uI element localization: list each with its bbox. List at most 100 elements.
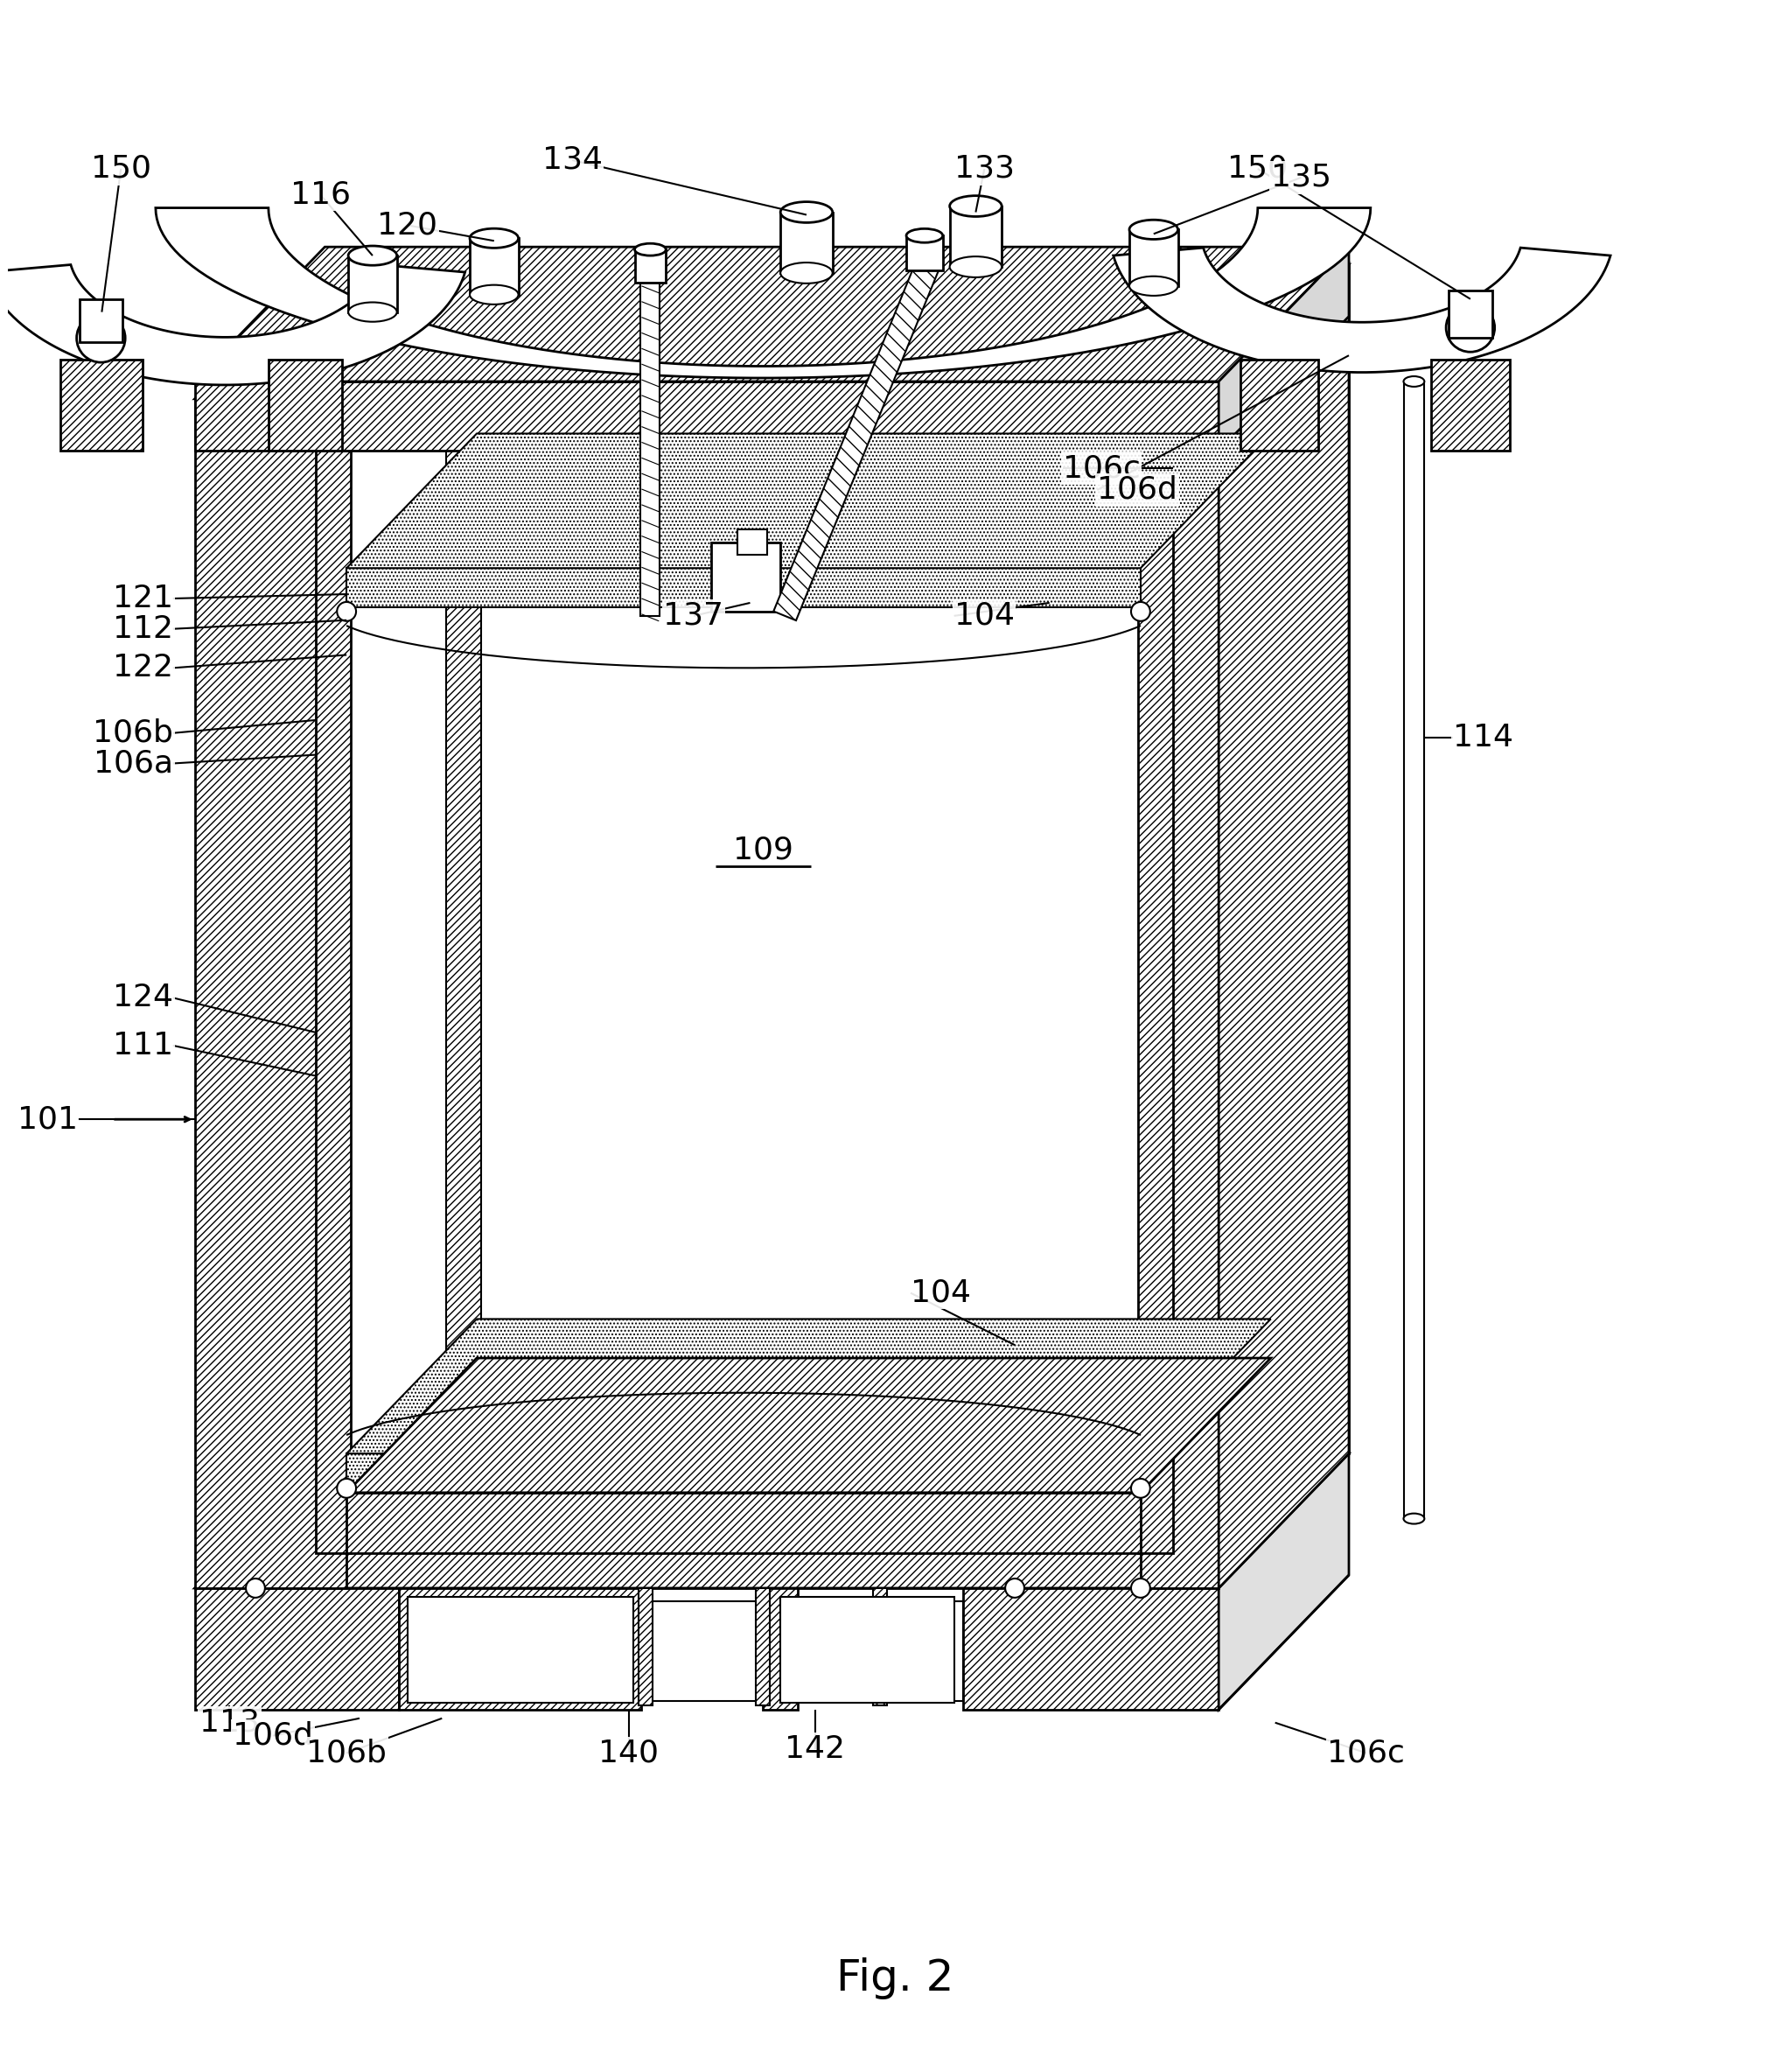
Ellipse shape (780, 201, 833, 222)
Circle shape (1132, 603, 1150, 622)
Text: 135: 135 (1271, 162, 1332, 193)
Bar (640, 278, 660, 615)
Polygon shape (1137, 452, 1173, 1554)
Polygon shape (447, 317, 481, 1419)
Polygon shape (1432, 361, 1509, 452)
Bar (907, 236, 942, 269)
Polygon shape (195, 247, 1348, 381)
Polygon shape (347, 433, 1271, 568)
Text: 137: 137 (663, 601, 724, 630)
Polygon shape (325, 265, 477, 1455)
Text: 111: 111 (113, 1030, 173, 1061)
Text: 106c: 106c (1062, 454, 1141, 483)
Text: 112: 112 (113, 613, 173, 644)
Polygon shape (408, 1598, 633, 1703)
Polygon shape (1219, 247, 1348, 452)
Bar (1130, 230, 1178, 286)
Text: 142: 142 (785, 1734, 846, 1763)
Ellipse shape (470, 228, 519, 249)
Ellipse shape (1404, 1513, 1425, 1523)
Text: 134: 134 (542, 145, 603, 174)
Polygon shape (477, 265, 1271, 1455)
Polygon shape (774, 259, 939, 620)
Polygon shape (1268, 317, 1303, 1419)
Bar (949, 205, 1001, 267)
Polygon shape (399, 1587, 642, 1709)
Polygon shape (0, 265, 465, 385)
Ellipse shape (1130, 276, 1178, 296)
Text: 106b: 106b (93, 719, 173, 748)
Ellipse shape (349, 247, 397, 265)
Ellipse shape (1404, 377, 1425, 387)
Circle shape (77, 313, 125, 363)
Ellipse shape (470, 286, 519, 305)
Polygon shape (1141, 265, 1348, 398)
Polygon shape (347, 1492, 1141, 1554)
Ellipse shape (349, 303, 397, 321)
Text: 106c: 106c (1327, 1738, 1405, 1767)
Polygon shape (347, 1320, 1271, 1455)
Circle shape (247, 1579, 265, 1598)
Polygon shape (1219, 265, 1348, 1587)
Bar (79, 298, 123, 342)
Text: 106b: 106b (306, 1738, 386, 1767)
Circle shape (1132, 1479, 1150, 1498)
Polygon shape (780, 1598, 955, 1703)
Text: 140: 140 (599, 1738, 658, 1767)
Polygon shape (347, 1455, 1141, 1492)
Polygon shape (638, 1587, 653, 1705)
Polygon shape (316, 452, 350, 1554)
Polygon shape (737, 528, 767, 555)
Circle shape (1132, 1579, 1150, 1598)
Polygon shape (712, 543, 780, 611)
Text: 101: 101 (18, 1104, 77, 1133)
Ellipse shape (1130, 220, 1178, 238)
Text: 116: 116 (290, 180, 350, 209)
Polygon shape (756, 1587, 771, 1705)
Ellipse shape (949, 257, 1001, 278)
Text: 120: 120 (377, 211, 438, 240)
Polygon shape (642, 1602, 763, 1701)
Circle shape (336, 603, 356, 622)
Polygon shape (61, 361, 143, 452)
Text: 106d: 106d (1098, 474, 1178, 506)
Polygon shape (1114, 249, 1611, 373)
Polygon shape (195, 398, 347, 1587)
Text: 104: 104 (955, 601, 1014, 630)
Polygon shape (1141, 398, 1219, 1587)
Polygon shape (1271, 265, 1348, 1455)
Circle shape (1446, 303, 1495, 352)
Polygon shape (347, 398, 1141, 1587)
Text: 121: 121 (113, 584, 173, 613)
Text: 106a: 106a (93, 748, 173, 779)
Polygon shape (195, 1587, 399, 1709)
Polygon shape (195, 1455, 1348, 1587)
Polygon shape (797, 1602, 962, 1701)
Polygon shape (763, 1587, 797, 1709)
Text: Fig. 2: Fig. 2 (837, 1958, 953, 1999)
Text: 104: 104 (910, 1278, 971, 1307)
Bar (1404, 381, 1425, 1519)
Text: 150: 150 (91, 153, 150, 184)
Ellipse shape (635, 242, 665, 255)
Polygon shape (1219, 1455, 1348, 1709)
Text: 113: 113 (198, 1707, 259, 1738)
Text: 109: 109 (733, 835, 794, 866)
Polygon shape (195, 265, 477, 398)
Bar (349, 255, 397, 313)
Text: 124: 124 (113, 982, 173, 1013)
Polygon shape (347, 1357, 1271, 1492)
Polygon shape (268, 361, 342, 452)
Text: 150: 150 (1228, 153, 1287, 184)
Polygon shape (195, 381, 1219, 452)
Polygon shape (873, 1587, 887, 1705)
Ellipse shape (780, 263, 833, 284)
Ellipse shape (907, 228, 942, 242)
Polygon shape (156, 207, 1371, 377)
Text: 106d: 106d (232, 1720, 313, 1751)
Ellipse shape (949, 195, 1001, 218)
Bar (470, 238, 519, 294)
Text: 133: 133 (955, 153, 1014, 184)
Text: 122: 122 (113, 653, 173, 684)
Bar (1448, 290, 1491, 338)
